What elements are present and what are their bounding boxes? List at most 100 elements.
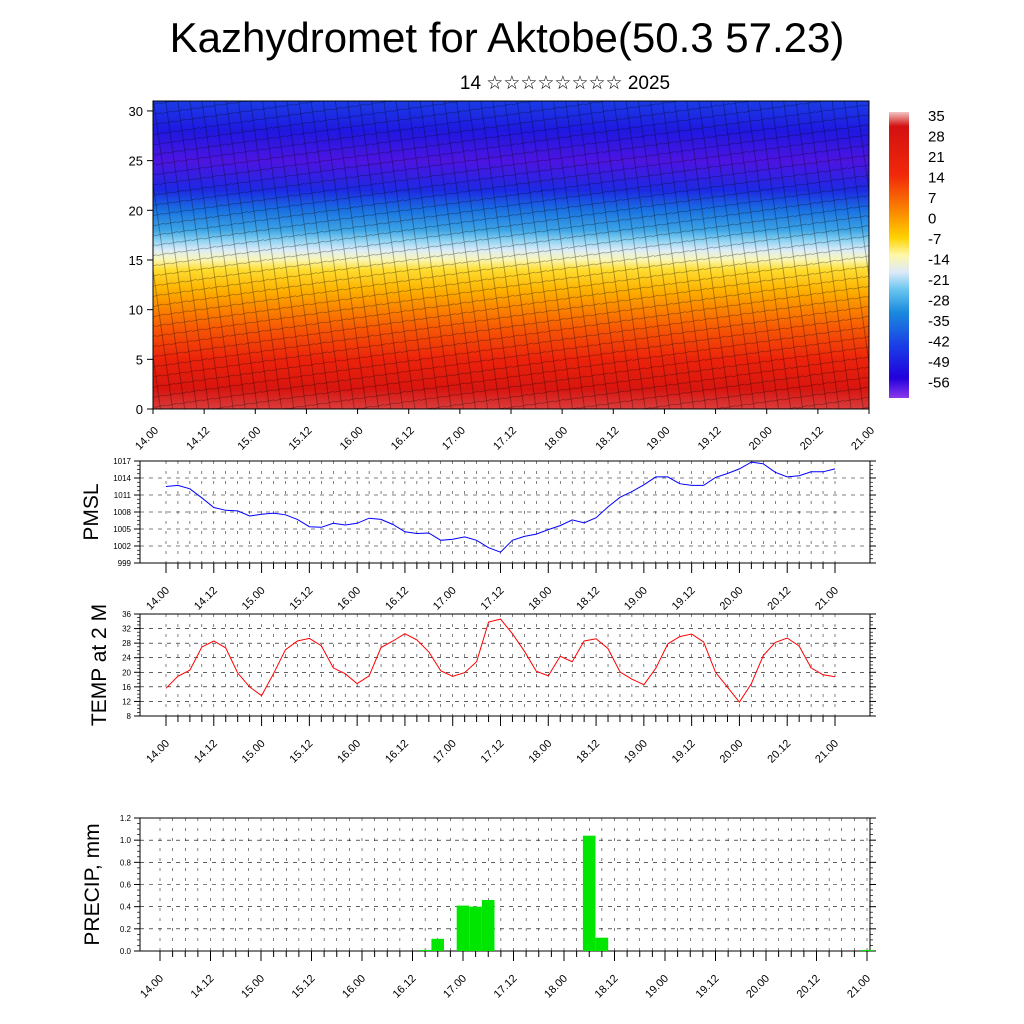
x-tick-label: 14.00 <box>138 973 166 1001</box>
x-tick-label: 17.12 <box>479 585 507 613</box>
y-tick-label: 1.2 <box>120 814 132 823</box>
x-tick-label: 18.12 <box>574 585 602 613</box>
x-tick-label: 21.00 <box>849 425 877 453</box>
y-axis-label: PRECIP, mm <box>81 823 104 945</box>
color-bar-label: 21 <box>928 149 945 166</box>
color-bar-scale <box>889 112 909 398</box>
y-tick-label: 36 <box>122 610 131 619</box>
x-tick-label: 15.12 <box>288 585 316 613</box>
y-axis-label: PMSL <box>80 483 103 540</box>
pmsl-panel: 999 1002 1005 1008 1011 1014 1017 14.00 14.12 15.… <box>80 457 876 613</box>
precip-bar <box>595 937 609 951</box>
x-tick-label: 18.12 <box>574 738 602 766</box>
x-tick-label: 15.00 <box>240 738 268 766</box>
x-tick-label: 14.00 <box>133 425 161 453</box>
y-tick-label: 999 <box>118 559 132 568</box>
x-tick-label: 16.12 <box>383 585 411 613</box>
precip-bar <box>456 905 470 951</box>
x-tick-label: 16.00 <box>335 738 363 766</box>
y-tick-label: 1017 <box>113 457 131 466</box>
x-tick-label: 18.12 <box>593 973 621 1001</box>
color-bar-label: -56 <box>928 375 950 392</box>
cross-section-panel: 0 5 10 15 20 25 30 14.00 14.12 15.00 15.12 16.00 16.… <box>129 100 877 453</box>
color-bar-label: -49 <box>928 354 950 371</box>
x-tick-label: 18.12 <box>593 425 621 453</box>
x-tick-label: 16.12 <box>391 973 419 1001</box>
y-tick-label: 0 <box>136 402 143 417</box>
x-tick-label: 17.00 <box>431 585 459 613</box>
precip-panel: 0.0 0.2 0.4 0.6 0.8 1.0 1.2 14.00 14.12 15.00 15.1… <box>81 814 876 1001</box>
y-tick-label: 5 <box>136 352 143 367</box>
color-bar-label: 14 <box>928 170 945 187</box>
x-tick-label: 14.00 <box>144 738 172 766</box>
x-tick-label: 20.00 <box>718 738 746 766</box>
x-tick-label: 14.12 <box>184 425 212 453</box>
x-tick-label: 19.12 <box>670 585 698 613</box>
y-tick-label: 1002 <box>113 542 131 551</box>
x-tick-label: 20.12 <box>765 738 793 766</box>
y-tick-label: 0.8 <box>120 858 132 867</box>
x-tick-label: 19.00 <box>622 738 650 766</box>
x-tick-label: 21.00 <box>813 585 841 613</box>
y-tick-label: 1008 <box>113 508 131 517</box>
x-tick-label: 16.12 <box>383 738 411 766</box>
color-bar-label: -28 <box>928 293 950 310</box>
precip-bar <box>431 938 444 951</box>
wind-arrows-overlay <box>153 101 869 409</box>
x-tick-label: 18.00 <box>526 585 554 613</box>
y-tick-label: 0.0 <box>120 947 132 956</box>
x-tick-label: 14.12 <box>192 585 220 613</box>
x-tick-label: 17.00 <box>440 425 468 453</box>
chart-subtitle: 14 ☆☆☆☆☆☆☆☆ 2025 <box>459 73 671 94</box>
x-tick-label: 17.12 <box>479 738 507 766</box>
x-tick-label: 20.12 <box>795 973 823 1001</box>
color-bar-label: -7 <box>928 231 941 248</box>
x-tick-label: 14.12 <box>189 973 217 1001</box>
y-tick-label: 0.2 <box>120 925 132 934</box>
x-tick-label: 21.00 <box>845 973 873 1001</box>
color-bar-label: -14 <box>928 252 950 269</box>
x-tick-label: 20.00 <box>747 425 775 453</box>
x-tick-label: 19.00 <box>645 425 673 453</box>
x-tick-label: 15.12 <box>288 738 316 766</box>
y-tick-label: 20 <box>129 203 143 218</box>
y-tick-label: 0.6 <box>120 881 132 890</box>
y-tick-label: 0.4 <box>120 903 132 912</box>
x-tick-label: 20.00 <box>744 973 772 1001</box>
x-tick-label: 16.12 <box>389 425 417 453</box>
x-tick-label: 16.00 <box>335 585 363 613</box>
y-tick-label: 20 <box>122 668 131 677</box>
y-tick-label: 32 <box>122 625 131 634</box>
y-tick-label: 10 <box>129 303 143 318</box>
color-bar-label: 7 <box>928 190 936 207</box>
x-tick-label: 16.00 <box>340 973 368 1001</box>
y-tick-label: 28 <box>122 639 131 648</box>
y-tick-label: 12 <box>122 697 131 706</box>
x-tick-label: 19.12 <box>670 738 698 766</box>
y-tick-label: 1014 <box>113 474 131 483</box>
color-bar: 35 28 21 14 7 0 -7 -14 -21 -28 -35 -42 -49 -56 <box>889 108 950 398</box>
precip-bar <box>860 949 874 951</box>
y-tick-label: 30 <box>129 104 143 119</box>
color-bar-label: -42 <box>928 334 950 351</box>
x-tick-label: 19.00 <box>643 973 671 1001</box>
color-bar-label: -35 <box>928 313 950 330</box>
x-tick-label: 17.12 <box>491 425 519 453</box>
x-tick-label: 16.00 <box>338 425 366 453</box>
y-tick-label: 15 <box>129 253 143 268</box>
color-bar-label: 35 <box>928 108 945 125</box>
series-line <box>165 618 836 704</box>
precip-bar <box>582 835 596 951</box>
x-tick-label: 15.12 <box>290 973 318 1001</box>
color-bar-label: 0 <box>928 211 936 228</box>
y-tick-label: 1005 <box>113 525 131 534</box>
color-bar-label: 28 <box>928 129 945 146</box>
chart-title: Kazhydromet for Aktobe(50.3 57.23) <box>169 14 845 61</box>
x-tick-label: 19.00 <box>622 585 650 613</box>
x-tick-label: 18.00 <box>542 973 570 1001</box>
x-tick-label: 19.12 <box>696 425 724 453</box>
x-tick-label: 14.12 <box>192 738 220 766</box>
y-tick-label: 1.0 <box>120 836 132 845</box>
x-tick-label: 20.12 <box>798 425 826 453</box>
precip-bar <box>418 949 432 951</box>
